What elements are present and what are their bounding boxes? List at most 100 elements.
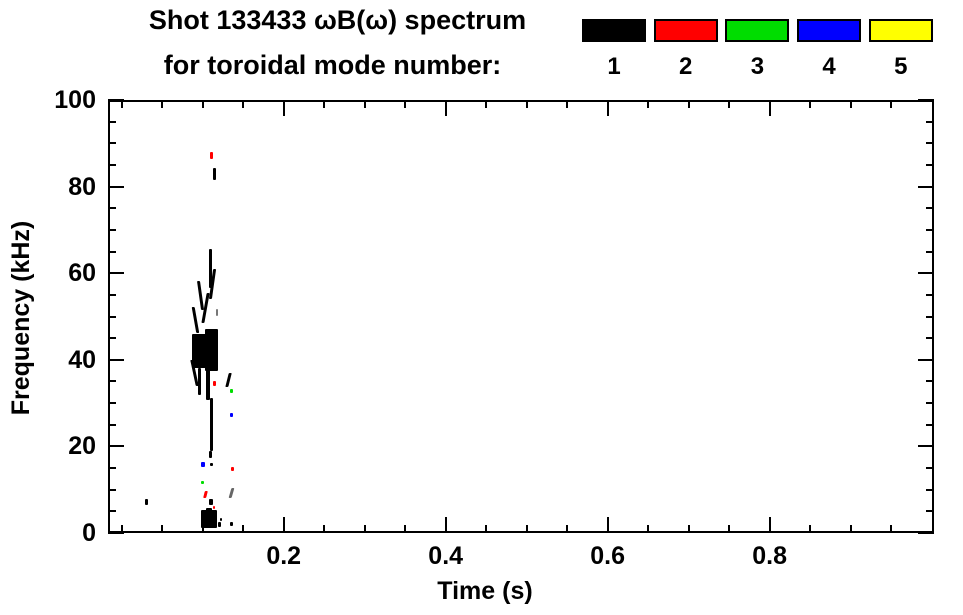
- x-axis-tick-top: [444, 100, 447, 116]
- x-axis-title: Time (s): [437, 577, 533, 605]
- x-axis-tick: [485, 525, 488, 533]
- x-axis-tick-top: [282, 100, 285, 116]
- y-axis-tick-right: [926, 163, 934, 166]
- y-axis-tick: [108, 510, 116, 513]
- x-tick-label-0.8: 0.8: [752, 542, 787, 570]
- data-point-n=2: [213, 505, 216, 509]
- legend-swatch-mode-2: [653, 19, 718, 42]
- y-axis-tick: [108, 185, 124, 188]
- data-point-n=1: [209, 248, 213, 289]
- x-axis-tick: [809, 525, 812, 533]
- legend-swatch-mode-3: [725, 19, 790, 42]
- y-axis-tick: [108, 250, 116, 253]
- x-axis-tick-top: [485, 100, 488, 108]
- y-axis-tick: [108, 207, 116, 210]
- x-axis-tick-top: [687, 100, 690, 108]
- y-axis-tick-right: [926, 423, 934, 426]
- x-axis-tick-top: [849, 100, 852, 108]
- legend-mode-label-5: 5: [894, 53, 908, 80]
- y-axis-tick-right: [918, 358, 934, 361]
- x-axis-tick-top: [647, 100, 650, 108]
- x-axis-tick-top: [728, 100, 731, 108]
- y-axis-tick: [108, 445, 124, 448]
- y-axis-tick: [108, 272, 124, 275]
- y-axis-tick: [108, 120, 116, 123]
- data-point-n=1: [198, 368, 201, 396]
- x-axis-tick-top: [242, 100, 245, 108]
- legend-mode-label-3: 3: [750, 53, 765, 80]
- x-axis-tick: [201, 525, 204, 533]
- data-point-n=2: [231, 467, 235, 472]
- data-point-n=2: [210, 152, 214, 160]
- data-point-n=1: [209, 451, 213, 459]
- y-tick-label-80: 80: [68, 172, 96, 201]
- data-point-n=1: [218, 521, 222, 527]
- x-axis-tick-top: [525, 100, 528, 108]
- y-axis-tick-right: [918, 445, 934, 448]
- x-axis-tick: [120, 525, 123, 533]
- y-axis-tick: [108, 380, 116, 383]
- x-axis-tick-top: [404, 100, 407, 108]
- x-axis-tick: [647, 525, 650, 533]
- y-axis-tick-right: [918, 185, 934, 188]
- data-point-n=1: [200, 342, 210, 362]
- y-axis-tick-right: [926, 467, 934, 470]
- legend-mode-label-4: 4: [822, 53, 836, 80]
- data-point-n=1: [215, 308, 218, 316]
- y-axis-tick-right: [926, 207, 934, 210]
- x-axis-tick: [242, 525, 245, 533]
- x-axis-tick-top: [566, 100, 569, 108]
- y-axis-tick-right: [918, 272, 934, 275]
- y-axis-tick: [108, 402, 116, 405]
- y-axis-tick: [108, 163, 116, 166]
- data-point-n=1: [208, 498, 213, 505]
- y-tick-label-40: 40: [68, 345, 96, 374]
- y-axis-title: Frequency (kHz): [7, 220, 35, 416]
- y-axis-tick: [108, 423, 116, 426]
- chart-title-line2: for toroidal mode number:: [163, 50, 502, 80]
- legend-swatch-mode-5: [868, 19, 933, 42]
- legend-swatch-mode-4: [797, 19, 862, 42]
- data-point-n=3: [230, 389, 234, 394]
- x-axis-tick: [728, 525, 731, 533]
- x-axis-tick: [444, 517, 447, 533]
- data-point-n=3: [201, 480, 205, 485]
- y-axis-tick: [108, 358, 124, 361]
- y-axis-tick-right: [926, 120, 934, 123]
- x-axis-tick-top: [161, 100, 164, 108]
- y-axis-tick-right: [926, 228, 934, 231]
- legend-swatch-mode-1: [582, 19, 646, 42]
- y-axis-tick: [108, 315, 116, 318]
- y-axis-tick: [108, 532, 124, 534]
- x-axis-tick: [687, 525, 690, 533]
- data-point-n=1: [144, 498, 148, 505]
- x-axis-tick-top: [768, 100, 771, 116]
- x-axis-tick-top: [606, 100, 609, 116]
- legend-mode-label-2: 2: [679, 53, 693, 80]
- y-axis-tick: [108, 488, 116, 491]
- data-point-n=2: [213, 381, 217, 387]
- data-point-n=1: [210, 398, 214, 452]
- y-axis-tick-right: [926, 380, 934, 383]
- legend-mode-label-1: 1: [607, 53, 621, 80]
- data-point-n=4: [200, 461, 205, 468]
- x-axis-tick: [525, 525, 528, 533]
- x-axis-tick: [404, 525, 407, 533]
- x-axis-tick: [566, 525, 569, 533]
- y-axis-tick-right: [926, 510, 934, 513]
- y-tick-label-100: 100: [54, 86, 96, 114]
- data-point-n=1: [220, 517, 223, 521]
- y-axis-tick: [108, 467, 116, 470]
- y-axis-tick-right: [926, 293, 934, 296]
- y-axis-tick-right: [918, 99, 934, 101]
- y-axis-tick-right: [926, 402, 934, 405]
- y-tick-label-60: 60: [68, 259, 96, 288]
- y-axis-tick-right: [926, 250, 934, 253]
- y-tick-label-0: 0: [82, 519, 96, 547]
- data-point-n=4: [230, 412, 234, 417]
- y-axis-tick: [108, 142, 116, 145]
- x-axis-tick-top: [363, 100, 366, 108]
- x-axis-tick: [849, 525, 852, 533]
- x-axis-tick: [890, 525, 893, 533]
